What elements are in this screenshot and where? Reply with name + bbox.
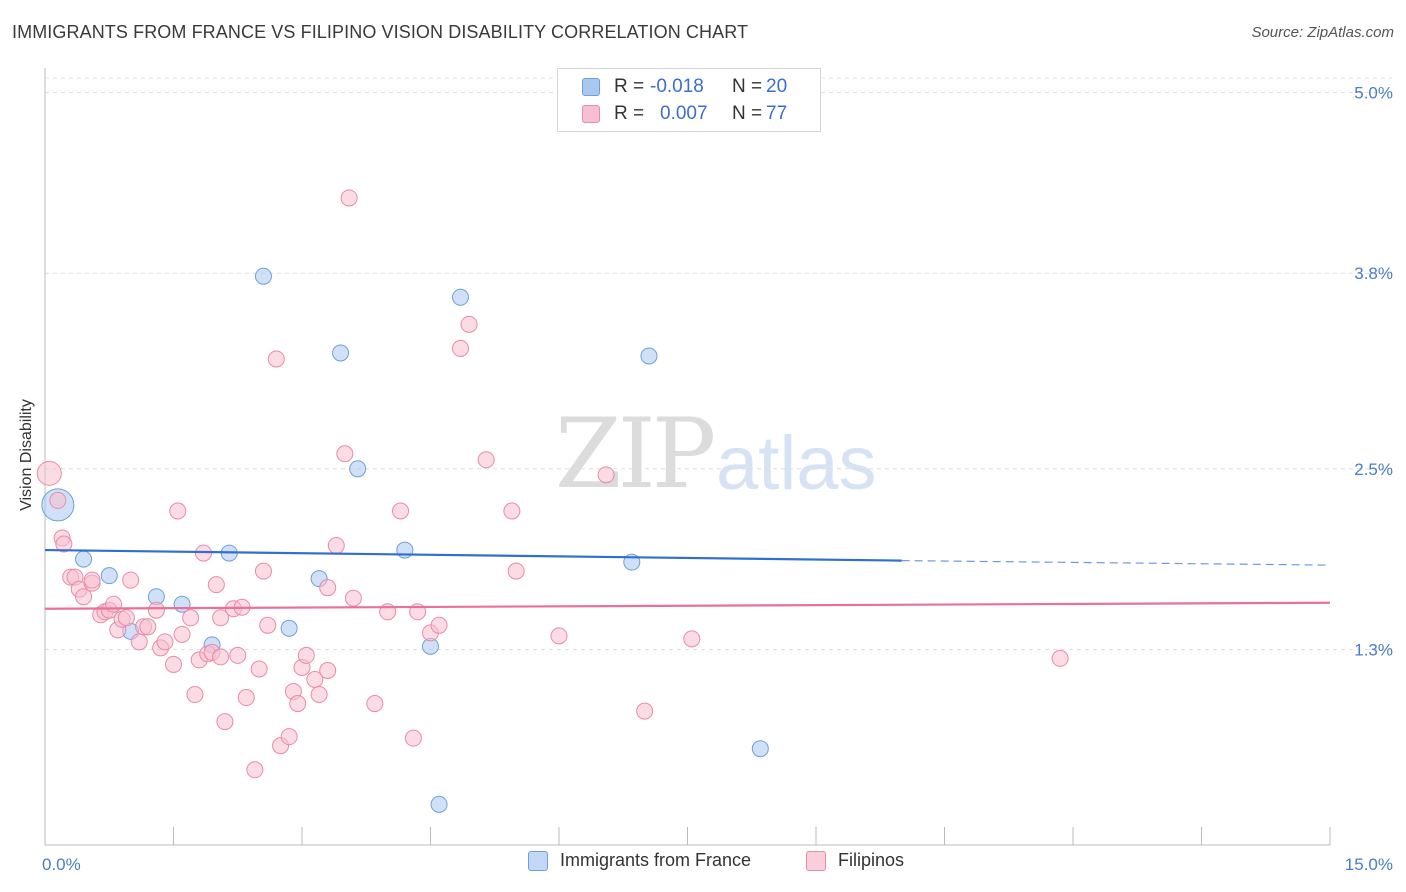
- legend-n-value: 20: [766, 76, 788, 97]
- filipino-point: [344, 589, 362, 607]
- filipino-point: [186, 686, 204, 704]
- chart-title: IMMIGRANTS FROM FRANCE VS FILIPINO VISIO…: [12, 22, 749, 42]
- legend-swatch-filipinos: [582, 105, 600, 123]
- filipino-point: [55, 535, 73, 553]
- filipino-point: [212, 609, 230, 627]
- france-point: [451, 288, 469, 306]
- filipino-point: [173, 625, 191, 643]
- filipino-point: [165, 655, 182, 673]
- filipino-point: [1051, 649, 1069, 667]
- france-point: [100, 567, 118, 585]
- filipino-point: [147, 601, 165, 619]
- x-tick-label: 0.0%: [42, 855, 81, 874]
- france-trend-extension: [901, 560, 1331, 566]
- filipino-point: [430, 616, 448, 634]
- france-point: [332, 344, 350, 362]
- filipino-point: [597, 466, 615, 484]
- filipino-point: [105, 595, 123, 613]
- legend-n-value: 77: [766, 103, 788, 124]
- filipino-point: [36, 460, 62, 486]
- filipino-point: [156, 633, 174, 651]
- y-tick-label: 1.3%: [1354, 640, 1393, 659]
- y-tick-label: 5.0%: [1354, 84, 1393, 103]
- filipino-point: [336, 445, 354, 463]
- legend-swatch-france: [582, 78, 600, 96]
- france-point: [751, 740, 769, 758]
- legend-item-france[interactable]: Immigrants from France: [528, 850, 751, 871]
- filipino-point: [122, 571, 140, 589]
- legend-n-label: N =: [732, 103, 763, 124]
- france-point: [396, 541, 414, 559]
- legend-swatch-filipinos: [806, 850, 826, 871]
- legend-row-france: R = -0.018 N = 20: [582, 74, 787, 100]
- legend-row-filipinos: R = 0.007 N = 77: [582, 101, 787, 127]
- filipino-point: [280, 728, 298, 746]
- france-point: [640, 347, 658, 365]
- legend-r-label: R =: [614, 103, 645, 124]
- filipino-point: [246, 761, 264, 779]
- filipino-point: [49, 491, 67, 509]
- filipino-point: [340, 189, 358, 207]
- filipino-point: [310, 686, 328, 704]
- filipino-point: [503, 502, 521, 520]
- filipino-point: [216, 713, 234, 731]
- y-tick-label: 3.8%: [1354, 264, 1393, 283]
- filipino-point: [319, 579, 337, 597]
- filipino-point: [83, 571, 101, 589]
- france-point: [349, 460, 367, 478]
- filipino-point: [392, 502, 410, 520]
- filipino-point: [327, 537, 345, 555]
- filipino-point: [250, 660, 268, 678]
- france-point: [254, 267, 272, 285]
- filipino-point: [237, 689, 255, 707]
- filipino-point: [477, 451, 495, 469]
- filipino-trend-line: [44, 601, 1331, 610]
- filipino-point: [229, 646, 247, 664]
- filipino-point: [212, 648, 230, 666]
- source-label: Source: ZipAtlas.com: [1251, 24, 1394, 41]
- x-tick-label: 15.0%: [1345, 855, 1393, 874]
- legend-r-value: 0.007: [660, 103, 708, 124]
- y-tick-label: 2.5%: [1354, 460, 1393, 479]
- filipino-point: [169, 502, 187, 520]
- filipino-point: [636, 702, 654, 720]
- filipino-point: [550, 627, 568, 645]
- filipino-point: [139, 618, 157, 636]
- filipino-point: [117, 609, 135, 627]
- france-point: [280, 619, 298, 637]
- filipino-point: [254, 562, 272, 580]
- filipino-point: [267, 350, 285, 368]
- series-legend: Immigrants from France Filipinos: [0, 850, 1406, 878]
- watermark-zip: ZIP: [555, 398, 716, 510]
- filipino-point: [259, 616, 277, 634]
- filipino-point: [75, 588, 93, 606]
- legend-r-label: R =: [614, 76, 645, 97]
- filipino-point: [289, 695, 307, 713]
- legend-label-filipinos: Filipinos: [838, 850, 905, 870]
- filipino-point: [460, 315, 478, 333]
- filipino-point: [182, 609, 200, 627]
- filipino-point: [451, 339, 469, 357]
- france-point: [75, 550, 93, 568]
- filipino-point: [130, 633, 148, 651]
- filipino-point: [404, 729, 422, 747]
- legend-n-label: N =: [732, 76, 763, 97]
- watermark-atlas: atlas: [716, 421, 877, 506]
- legend-swatch-france: [528, 850, 548, 871]
- filipino-point: [297, 646, 315, 664]
- filipino-point: [507, 562, 525, 580]
- filipino-point: [319, 661, 337, 679]
- filipino-point: [683, 630, 701, 648]
- filipino-point: [366, 695, 384, 713]
- legend-item-filipinos[interactable]: Filipinos: [806, 850, 904, 871]
- filipino-point: [207, 576, 225, 594]
- legend-r-value: -0.018: [650, 76, 704, 97]
- legend-label-france: Immigrants from France: [560, 850, 752, 870]
- france-trend-line: [44, 548, 902, 562]
- france-point: [430, 795, 448, 813]
- correlation-legend: R = -0.018 N = 20 R = 0.007 N = 77: [557, 68, 821, 132]
